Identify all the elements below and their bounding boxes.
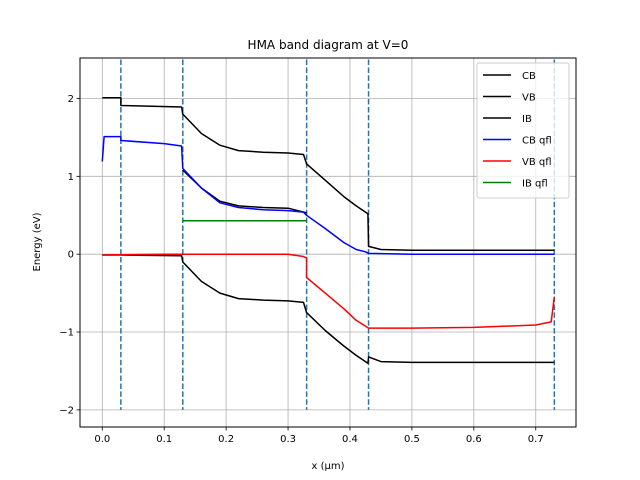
legend-label-vb: VB [522,93,536,104]
series-line-cb [102,96,555,252]
y-axis-label: Energy (eV) [32,212,43,271]
series-group [101,96,556,364]
series-line-vb-qfl [102,253,556,329]
y-tick-label: −1 [59,328,74,339]
legend: CB VB IB CB qfl VB qfl IB qfl [476,62,570,199]
series-line-cb-qfl [101,135,555,255]
y-tick-label: 0 [68,250,74,261]
legend-label-vb-qfl: VB qfl [522,157,552,168]
legend-label-cb: CB [522,71,536,82]
legend-label-cb-qfl: CB qfl [522,136,552,147]
x-tick-label: 0.6 [466,434,482,445]
x-axis-label: x (μm) [311,461,344,472]
x-tick-label: 0.3 [280,434,296,445]
x-tick-label: 0.0 [94,434,110,445]
legend-label-ib-qfl: IB qfl [522,179,548,190]
y-tick-label: −2 [59,405,74,416]
y-axis-ticks: −2 −1 0 1 2 [59,94,80,416]
y-tick-label: 1 [68,172,74,183]
plot-frame [79,57,577,428]
x-axis-ticks: 0.0 0.1 0.2 0.3 0.4 0.5 0.6 0.7 [94,427,544,445]
legend-label-ib: IB [522,114,532,125]
y-tick-label: 2 [68,94,74,105]
x-tick-label: 0.5 [404,434,420,445]
x-tick-label: 0.4 [342,434,358,445]
x-tick-label: 0.2 [218,434,234,445]
x-tick-label: 0.1 [156,434,172,445]
chart-title: HMA band diagram at V=0 [248,38,409,52]
x-tick-label: 0.7 [528,434,544,445]
series-line-vb [102,254,555,364]
